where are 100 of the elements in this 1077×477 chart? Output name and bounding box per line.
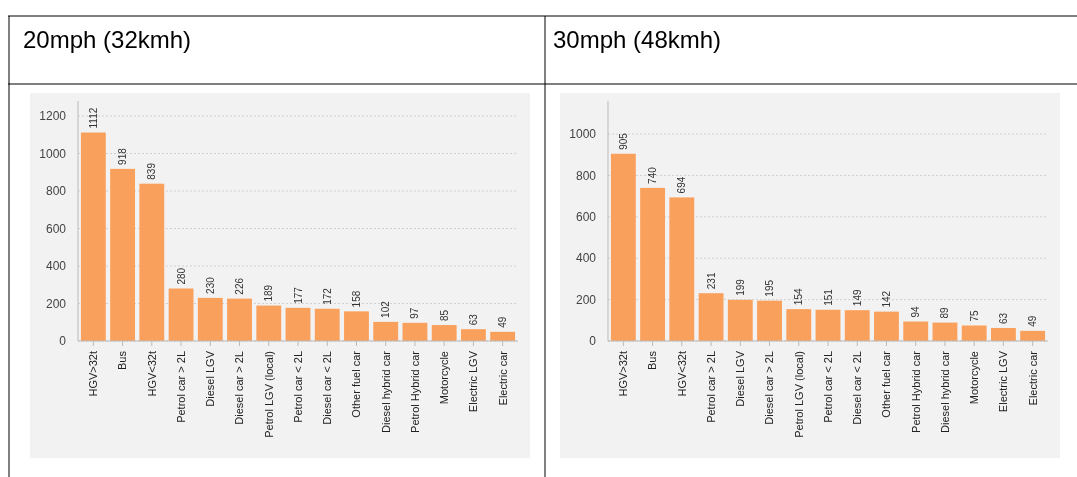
bar	[640, 187, 666, 341]
bar	[815, 309, 841, 341]
x-tick-label: Motorcycle	[968, 351, 981, 405]
y-tick-label: 600	[45, 221, 67, 236]
x-tick-label: HGV>32t	[617, 351, 630, 397]
x-tick-label: Petrol car > 2L	[174, 351, 187, 423]
x-tick-label: Diesel LGV	[204, 350, 217, 407]
data-label: 1112	[87, 107, 99, 129]
x-tick-label: Electric car	[1026, 350, 1039, 406]
bar	[844, 310, 870, 341]
x-tick-label: Bus	[646, 350, 659, 370]
bar	[990, 327, 1016, 341]
bar	[874, 311, 899, 341]
bar	[373, 321, 399, 341]
data-label: 85	[438, 309, 450, 322]
x-tick-label: Petrol car < 2L	[291, 351, 304, 423]
bar	[80, 132, 106, 341]
data-label: 97	[409, 307, 421, 319]
x-tick-label: Petrol LGV (local)	[792, 351, 805, 438]
x-tick-label: Diesel hybrid car	[379, 350, 392, 433]
bar	[314, 308, 340, 341]
data-label: 49	[1027, 315, 1039, 327]
x-tick-label: Electric LGV	[997, 350, 1010, 413]
x-tick-label: HGV<32t	[145, 351, 158, 397]
data-label: 280	[175, 267, 187, 285]
data-label: 918	[117, 147, 129, 165]
x-tick-label: Diesel car < 2L	[851, 351, 864, 425]
y-tick-label: 800	[45, 184, 67, 199]
data-label: 94	[910, 305, 922, 318]
data-label: 195	[764, 279, 776, 297]
y-tick-label: 200	[45, 296, 67, 311]
data-label: 740	[647, 166, 659, 184]
y-tick-label: 0	[589, 334, 597, 349]
bar	[903, 321, 929, 341]
data-label: 172	[321, 287, 333, 305]
y-tick-label: 800	[575, 168, 597, 183]
x-tick-label: Diesel hybrid car	[938, 350, 951, 433]
x-tick-label: Petrol car < 2L	[821, 351, 834, 423]
y-tick-label: 1000	[569, 127, 597, 142]
y-tick-label: 600	[575, 210, 597, 225]
data-label: 151	[822, 288, 834, 306]
data-label: 905	[617, 132, 629, 150]
data-label: 226	[234, 277, 246, 295]
bar	[727, 299, 753, 341]
data-label: 63	[467, 313, 479, 326]
chart-title: 30mph (48kmh)	[553, 26, 722, 53]
data-label: 199	[734, 278, 746, 296]
x-tick-label: Diesel LGV	[734, 350, 747, 407]
data-label: 177	[292, 286, 304, 304]
y-tick-label: 0	[59, 334, 67, 349]
bar	[256, 305, 282, 341]
x-tick-label: Diesel car > 2L	[233, 351, 246, 425]
bar	[786, 309, 812, 341]
y-tick-label: 200	[575, 292, 597, 307]
bar	[344, 311, 369, 341]
data-label: 158	[350, 290, 362, 308]
bar	[698, 293, 724, 341]
data-label: 102	[380, 300, 392, 318]
bar	[669, 197, 695, 341]
bar	[431, 325, 457, 341]
x-tick-label: HGV>32t	[87, 351, 100, 397]
x-tick-label: Petrol Hybrid car	[408, 350, 421, 433]
y-tick-label: 1000	[39, 146, 67, 161]
data-label: 63	[997, 312, 1009, 324]
x-tick-label: Petrol car > 2L	[704, 351, 717, 423]
data-label: 230	[204, 276, 216, 294]
bar	[610, 153, 636, 341]
y-tick-label: 1200	[39, 109, 67, 124]
bar	[197, 297, 223, 341]
data-label: 839	[146, 162, 158, 180]
bar	[168, 288, 194, 341]
x-tick-label: Other fuel car	[350, 350, 363, 418]
y-tick-label: 400	[45, 259, 67, 274]
data-label: 89	[939, 307, 951, 319]
data-label: 49	[497, 316, 509, 328]
x-tick-label: Diesel car < 2L	[321, 351, 334, 425]
data-label: 142	[880, 290, 892, 308]
x-tick-label: Motorcycle	[438, 351, 451, 405]
chart-title: 20mph (32kmh)	[23, 26, 192, 53]
data-label: 694	[676, 176, 688, 194]
x-tick-label: Other fuel car	[880, 350, 893, 418]
bar	[110, 168, 136, 341]
data-label: 75	[968, 309, 980, 322]
x-tick-label: Bus	[116, 350, 129, 370]
x-tick-label: Electric LGV	[467, 350, 480, 413]
x-tick-label: Petrol LGV (local)	[262, 351, 275, 438]
x-tick-label: HGV<32t	[675, 351, 688, 397]
x-tick-label: Petrol Hybrid car	[909, 350, 922, 433]
data-label: 231	[705, 272, 717, 290]
bar	[757, 300, 782, 341]
bar	[961, 325, 987, 341]
y-tick-label: 400	[575, 251, 597, 266]
data-label: 149	[851, 289, 863, 307]
bar	[139, 183, 165, 341]
bar	[402, 322, 428, 341]
data-label: 154	[793, 288, 805, 306]
bar	[460, 329, 486, 341]
x-tick-label: Diesel car > 2L	[763, 351, 776, 425]
bar	[227, 298, 252, 341]
data-label: 189	[263, 284, 275, 302]
